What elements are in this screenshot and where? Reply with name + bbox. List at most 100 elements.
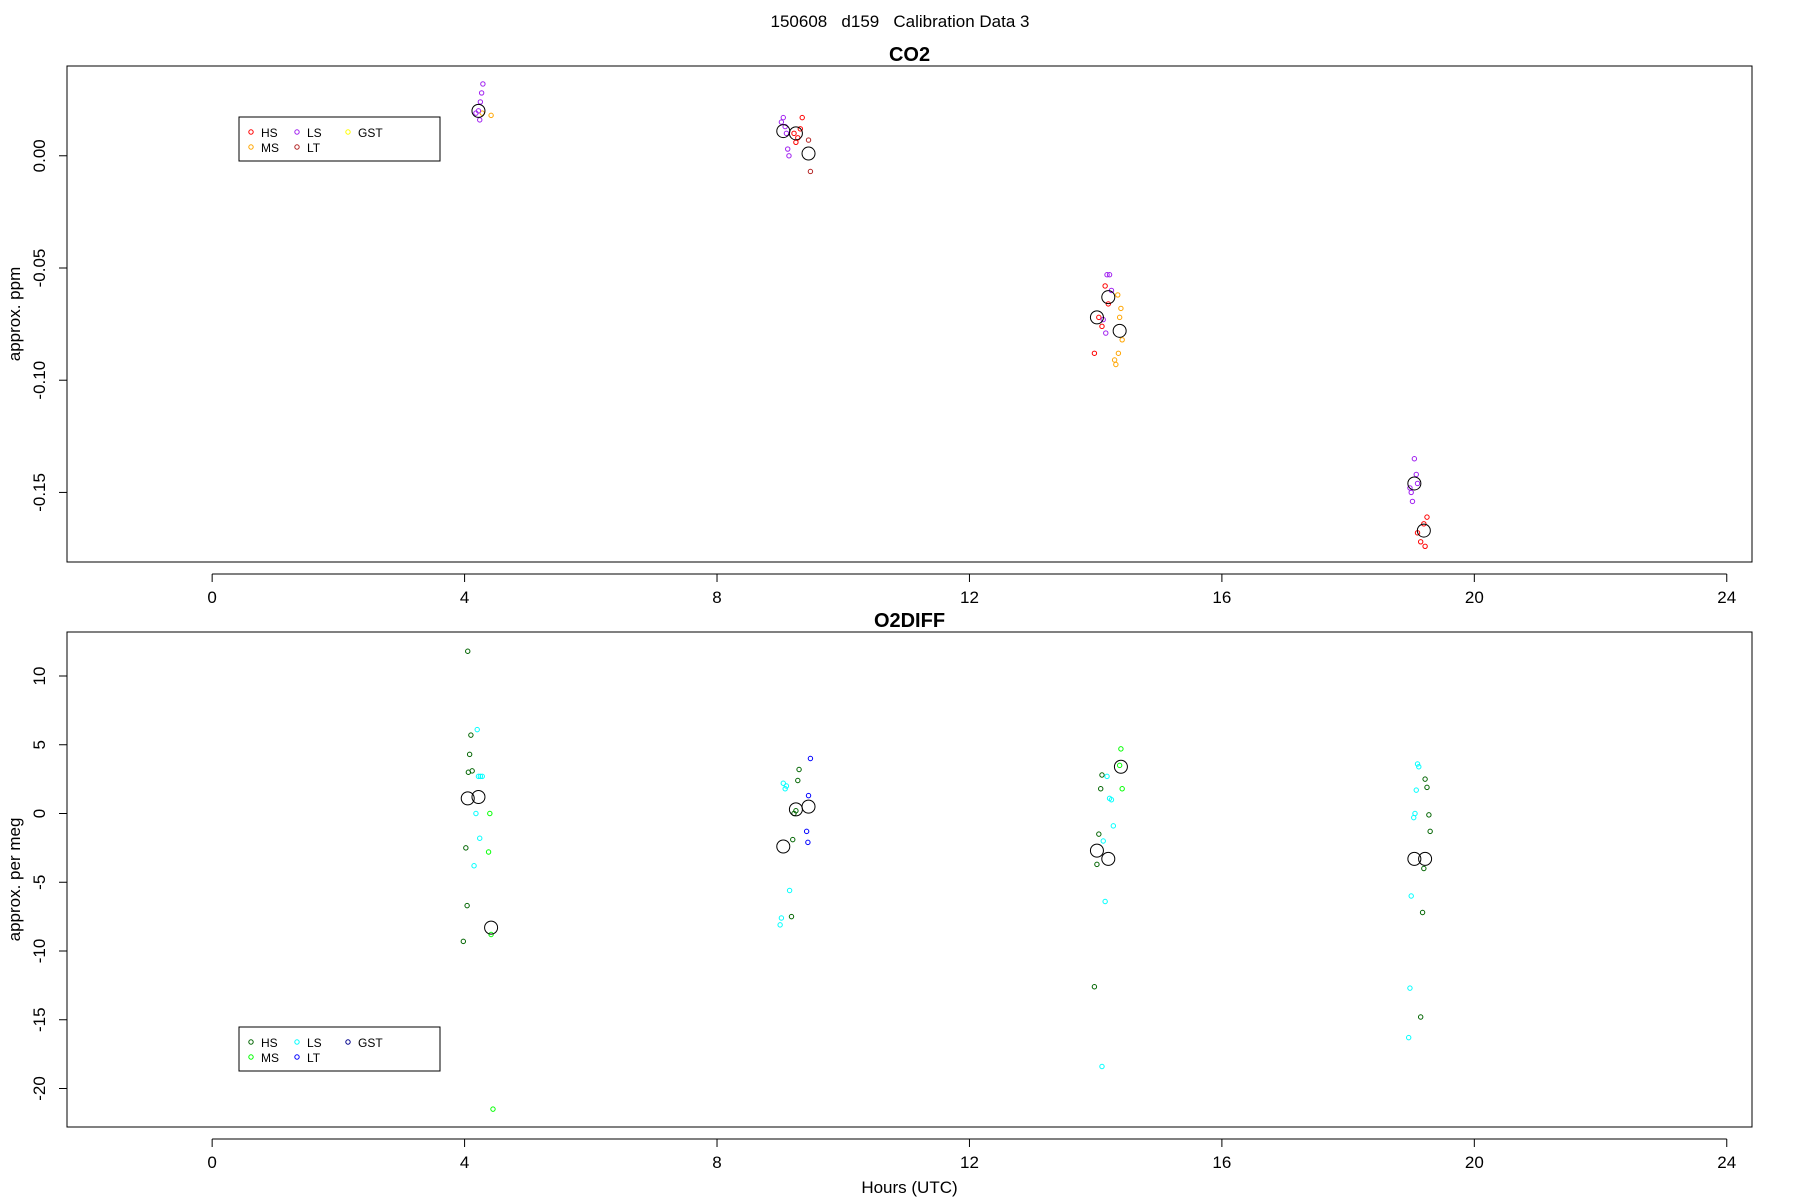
data-point: [1091, 984, 1098, 990]
data-point: [1417, 1014, 1424, 1020]
data-point: [477, 99, 484, 105]
legend-marker: [248, 129, 254, 135]
data-point: [803, 828, 810, 835]
x-tick-label: 24: [1717, 1153, 1736, 1172]
data-point: [1416, 764, 1422, 770]
y-tick-label: 0.00: [30, 139, 49, 172]
mean-markers: [471, 103, 1431, 538]
data-point: [1118, 305, 1124, 312]
mean-point: [471, 103, 486, 118]
y-axis-label: approx. per meg: [5, 818, 24, 942]
data-point: [783, 783, 790, 789]
data-point: [471, 863, 477, 869]
data-point: [1414, 480, 1421, 487]
mean-point: [471, 790, 486, 804]
legend-box: [238, 1026, 441, 1072]
legend-label: LS: [307, 1036, 322, 1050]
data-point: [1424, 784, 1430, 791]
mean-point: [484, 920, 499, 935]
chart-title: CO2: [889, 44, 930, 66]
legend-marker: [248, 1039, 254, 1045]
data-point: [478, 90, 485, 96]
data-point: [790, 836, 796, 843]
x-tick-label: 16: [1212, 1153, 1231, 1172]
y-axis-label: approx. ppm: [5, 267, 24, 362]
data-point: [1426, 812, 1432, 818]
data-point: [460, 938, 467, 945]
data-point: [1116, 762, 1123, 769]
legend-marker: [248, 1054, 254, 1060]
data-point: [1096, 314, 1102, 321]
legend-marker: [294, 144, 300, 150]
series-ms: [479, 110, 1125, 368]
mean-point: [801, 799, 816, 814]
plot-frame: [66, 65, 1753, 563]
y-tick-label: -5: [30, 875, 49, 890]
legend-label: LS: [307, 126, 322, 140]
y-tick-label: 0: [30, 809, 49, 818]
data-point: [1116, 314, 1123, 321]
data-point: [1421, 865, 1427, 872]
data-point: [1119, 786, 1125, 792]
legend-label: MS: [261, 1051, 279, 1065]
y-tick-label: -0.15: [30, 473, 49, 512]
data-point: [1099, 772, 1105, 778]
legend-marker: [294, 1054, 300, 1060]
legend-label: LT: [307, 1051, 321, 1065]
x-tick-label: 12: [960, 1153, 979, 1172]
data-point: [1411, 814, 1417, 821]
y-tick-label: 5: [30, 740, 49, 749]
data-point: [490, 1106, 496, 1112]
series-hs: [460, 648, 1433, 1020]
data-point: [1408, 489, 1414, 496]
y-tick-label: -10: [30, 939, 49, 964]
legend-marker: [345, 129, 351, 135]
data-point: [1113, 361, 1119, 368]
series-lt: [805, 137, 814, 175]
series-ls: [473, 81, 1421, 505]
data-point: [783, 130, 790, 137]
data-point: [1419, 909, 1426, 916]
mean-point: [1418, 851, 1433, 866]
data-point: [1106, 272, 1113, 278]
data-point: [1115, 350, 1122, 356]
co2-panel: CO2 0 4 8 12 16 20 24 0.00 -0.05 -0.10 -0.15 approx.…: [5, 44, 1753, 607]
data-point: [477, 117, 483, 123]
legend-marker: [294, 129, 300, 135]
x-axis-label: Hours (UTC): [861, 1178, 957, 1197]
data-point: [1104, 773, 1110, 780]
data-point: [1417, 539, 1424, 545]
data-point: [480, 81, 486, 87]
data-point: [1427, 828, 1433, 835]
chart-title: O2DIFF: [874, 610, 945, 632]
x-tick-label: 20: [1465, 1153, 1484, 1172]
x-tick-label: 0: [207, 588, 216, 607]
data-point: [1413, 471, 1419, 478]
series-lt: [803, 755, 814, 846]
data-point: [1118, 746, 1124, 752]
data-point: [1111, 357, 1118, 363]
data-point: [1105, 301, 1111, 307]
data-point: [475, 773, 482, 780]
data-point: [797, 126, 804, 132]
data-point: [1102, 898, 1108, 905]
legend-marker: [345, 1039, 351, 1045]
data-point: [465, 648, 471, 654]
data-point: [1103, 330, 1109, 336]
mean-point: [1407, 851, 1422, 866]
x-tick-label: 4: [460, 1153, 469, 1172]
data-point: [1110, 823, 1117, 829]
data-point: [777, 922, 783, 928]
data-point: [785, 146, 791, 152]
data-point: [473, 110, 479, 116]
legend-marker: [248, 144, 254, 150]
data-point: [1411, 456, 1418, 462]
data-point: [1409, 498, 1416, 505]
mean-point: [776, 839, 791, 854]
o2diff-panel: O2DIFF 0 4 8 12 16 20 24 Hours (UTC) 10 5 0 -5 -10 -15…: [5, 610, 1753, 1197]
data-point: [1094, 861, 1100, 868]
data-point: [805, 792, 812, 799]
data-point: [780, 780, 786, 786]
x-tick-label: 4: [460, 588, 469, 607]
